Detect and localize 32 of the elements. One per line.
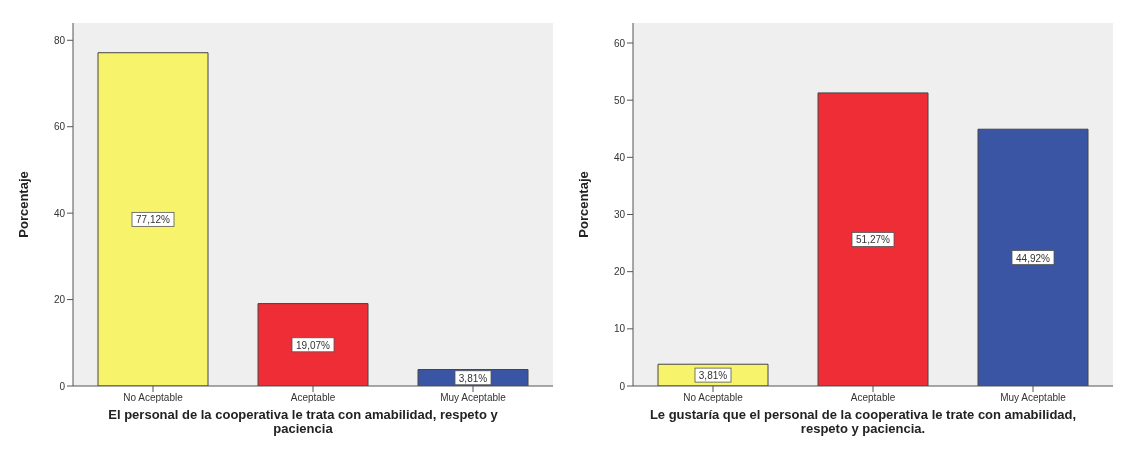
bar <box>817 92 929 386</box>
data-label: 3,81% <box>698 370 728 382</box>
bar <box>257 303 369 386</box>
y-tick-label: 60 <box>53 121 66 133</box>
data-label: 3,81% <box>458 372 488 384</box>
y-tick-label: 50 <box>613 94 626 106</box>
x-tick-label: Aceptable <box>850 392 896 404</box>
y-tick-label: 20 <box>53 294 66 306</box>
y-axis-title: Porcentaje <box>575 171 591 238</box>
x-axis-title: Le gustaría que el personal de la cooperativa le trate con amabilidad, respeto y paciencia. <box>648 407 1078 436</box>
data-label: 51,27% <box>856 234 891 246</box>
y-tick-label: 40 <box>613 151 626 163</box>
x-tick-label: Muy Aceptable <box>1000 392 1067 404</box>
y-tick-label: 10 <box>613 323 626 335</box>
y-tick-label: 40 <box>53 207 66 219</box>
x-tick-label: Aceptable <box>290 392 336 404</box>
y-tick-label: 0 <box>59 380 66 392</box>
x-axis-title: El personal de la cooperativa le trata con amabilidad, respeto y paciencia <box>107 407 499 436</box>
data-label: 19,07% <box>296 339 331 351</box>
x-tick-label: No Aceptable <box>683 392 744 404</box>
data-label: 77,12% <box>136 214 171 226</box>
bar <box>977 128 1089 386</box>
data-label: 44,92% <box>1016 252 1051 264</box>
y-tick-label: 80 <box>53 34 66 46</box>
x-tick-label: No Aceptable <box>123 392 184 404</box>
bar <box>97 52 209 386</box>
y-tick-label: 0 <box>619 380 626 392</box>
y-tick-label: 30 <box>613 209 626 221</box>
y-tick-label: 20 <box>613 266 626 278</box>
y-axis-title: Porcentaje <box>15 171 31 238</box>
x-tick-label: Muy Aceptable <box>440 392 507 404</box>
y-tick-label: 60 <box>613 37 626 49</box>
